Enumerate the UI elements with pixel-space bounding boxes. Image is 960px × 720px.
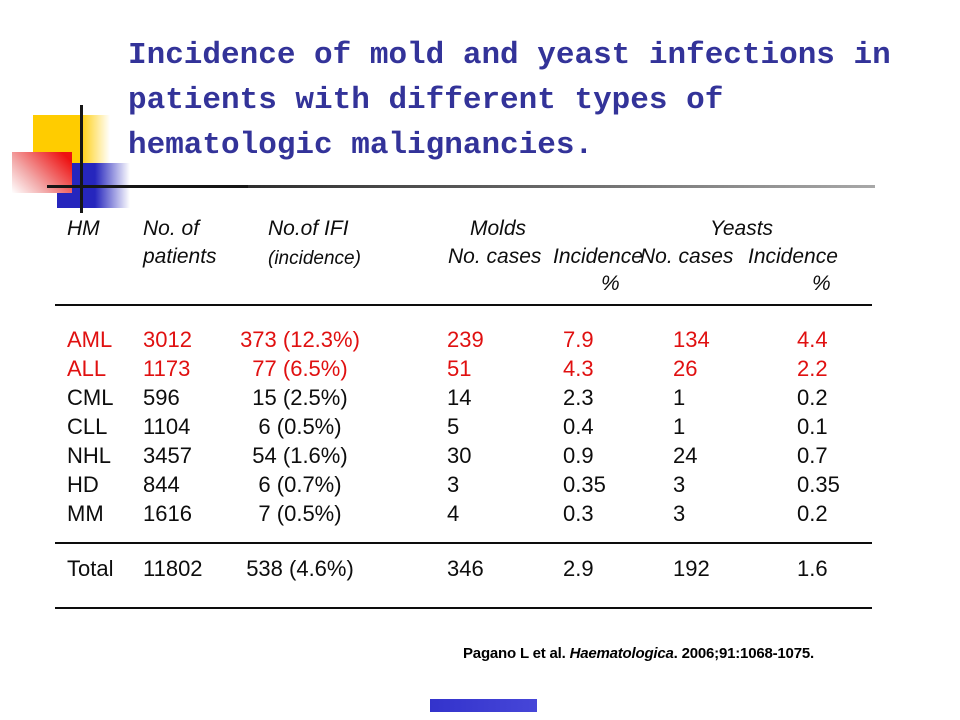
cell-yeasts-incidence: 0.2 [797,385,828,410]
decoration-crosshair-vertical-line [80,105,83,213]
col-header-molds-cases: No. cases [448,245,542,268]
cell-yeasts-cases: 3 [673,501,686,526]
cell-molds-incidence: 0.35 [563,472,606,497]
table-row-nhl: NHL 3457 54 (1.6%) 30 0.9 24 0.7 [0,443,960,472]
table-row-total: Total 11802 538 (4.6%) 346 2.9 192 1.6 [0,556,960,585]
cell-yeasts-incidence: 0.35 [797,472,840,497]
cell-molds-incidence: 2.9 [563,556,594,581]
col-group-header-molds: Molds [470,217,527,240]
cell-patients: 1616 [143,501,192,526]
table-bottom-rule [55,607,872,609]
cell-hm: CML [67,385,114,410]
decoration-crosshair-horizontal-line [47,185,250,188]
citation-reference: . 2006;91:1068-1075. [673,645,814,662]
col-header-molds-percent: % [601,272,620,295]
table-row-all: ALL 1173 77 (6.5%) 51 4.3 26 2.2 [0,356,960,385]
cell-ifi: 77 (6.5%) [252,356,348,381]
cell-hm: NHL [67,443,112,468]
cell-molds-cases: 51 [447,356,472,381]
col-header-yeasts-percent: % [812,272,831,295]
table-row-aml: AML 3012 373 (12.3%) 239 7.9 134 4.4 [0,327,960,356]
cell-ifi: 7 (0.5%) [258,501,342,526]
cell-molds-cases: 4 [447,501,460,526]
cell-ifi: 538 (4.6%) [246,556,354,581]
cell-ifi: 15 (2.5%) [252,385,348,410]
col-header-ifi-line2: (incidence) [268,248,361,269]
cell-molds-incidence: 0.4 [563,414,594,439]
col-group-header-yeasts: Yeasts [710,217,774,240]
cell-yeasts-cases: 1 [673,414,686,439]
cell-patients: 844 [143,472,180,497]
cell-patients: 1104 [143,414,191,439]
title-line-3: hematologic malignancies. [128,128,594,163]
slide-title: Incidence of mold and yeast infections i… [128,33,938,168]
cell-ifi: 373 (12.3%) [240,327,360,352]
col-header-hm: HM [67,217,100,240]
cell-yeasts-cases: 3 [673,472,686,497]
cell-molds-incidence: 0.3 [563,501,594,526]
cell-yeasts-cases: 192 [673,556,710,581]
cell-patients: 3457 [143,443,192,468]
col-header-patients-line1: No. of [143,217,200,240]
cell-ifi: 6 (0.7%) [258,472,342,497]
cell-patients: 596 [143,385,180,410]
cell-yeasts-incidence: 0.2 [797,501,828,526]
cell-molds-incidence: 0.9 [563,443,594,468]
cell-yeasts-cases: 24 [673,443,698,468]
table-row-cml: CML 596 15 (2.5%) 14 2.3 1 0.2 [0,385,960,414]
cell-molds-cases: 30 [447,443,472,468]
cell-ifi: 54 (1.6%) [252,443,348,468]
citation: Pagano L et al. Haematologica. 2006;91:1… [463,645,814,662]
cell-molds-cases: 239 [447,327,484,352]
cell-molds-incidence: 2.3 [563,385,594,410]
col-header-molds-incidence: Incidence [553,245,643,268]
cell-hm: Total [67,556,114,581]
table-row-hd: HD 844 6 (0.7%) 3 0.35 3 0.35 [0,472,960,501]
cell-yeasts-incidence: 0.1 [797,414,828,439]
cell-molds-cases: 346 [447,556,484,581]
cell-yeasts-cases: 134 [673,327,710,352]
citation-authors: Pagano L et al. [463,645,570,662]
cell-yeasts-incidence: 2.2 [797,356,828,381]
title-line-1: Incidence of mold and yeast infections i… [128,38,891,73]
cell-hm: HD [67,472,99,497]
col-header-ifi-line1: No.of IFI [268,217,349,240]
cell-yeasts-incidence: 0.7 [797,443,828,468]
cell-hm: AML [67,327,113,352]
cell-yeasts-cases: 1 [673,385,686,410]
cell-hm: ALL [67,356,107,381]
table-row-mm: MM 1616 7 (0.5%) 4 0.3 3 0.2 [0,501,960,530]
cell-yeasts-cases: 26 [673,356,698,381]
col-header-yeasts-incidence: Incidence [748,245,838,268]
cell-patients: 3012 [143,327,192,352]
table-row-cll: CLL 1104 6 (0.5%) 5 0.4 1 0.1 [0,414,960,443]
col-header-patients-line2: patients [143,245,217,268]
cell-hm: CLL [67,414,108,439]
cell-yeasts-incidence: 1.6 [797,556,828,581]
table-header-rule [55,304,872,306]
col-header-yeasts-cases: No. cases [640,245,734,268]
title-line-2: patients with different types of [128,83,724,118]
cell-molds-incidence: 4.3 [563,356,594,381]
cell-patients: 11802 [143,556,203,581]
cell-yeasts-incidence: 4.4 [797,327,828,352]
title-underline [248,185,875,188]
cell-hm: MM [67,501,104,526]
cell-molds-incidence: 7.9 [563,327,594,352]
table-total-rule [55,542,872,544]
cell-molds-cases: 3 [447,472,460,497]
cell-molds-cases: 14 [447,385,472,410]
citation-journal: Haematologica [569,645,674,662]
footer-accent-bar [430,699,537,712]
cell-ifi: 6 (0.5%) [258,414,342,439]
cell-patients: 1173 [143,356,191,381]
cell-molds-cases: 5 [447,414,460,439]
